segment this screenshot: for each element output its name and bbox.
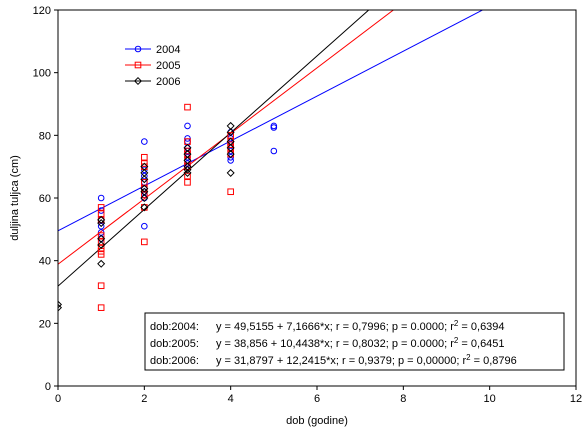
- y-tick-label: 20: [39, 318, 51, 330]
- data-point-2004: [97, 194, 105, 202]
- annotation-frame: [144, 312, 565, 371]
- data-point-2006: [97, 259, 106, 268]
- regression-lines: [58, 10, 484, 287]
- data-point-2006: [226, 168, 235, 177]
- data-point-2006: [183, 168, 192, 177]
- y-tick-label: 40: [39, 256, 51, 268]
- data-point-2004: [184, 122, 191, 130]
- data-point-2006: [58, 303, 63, 312]
- annotation-equation: y = 38,856 + 10,4438*x; r = 0,8032; p = …: [216, 336, 505, 350]
- legend-label-2006: 2006: [156, 76, 180, 88]
- data-point-2005: [97, 232, 105, 239]
- regression-annotation-box: dob:2004: y = 49,5155 + 7,1666*x; r = 0,7…: [144, 312, 565, 371]
- data-point-2005: [141, 153, 148, 161]
- y-tick-label: 100: [33, 68, 51, 80]
- data-point-2006: [226, 128, 235, 137]
- data-point-2005: [184, 179, 191, 186]
- y-tick-label: 120: [33, 5, 51, 17]
- legend-label-2005: 2005: [156, 60, 180, 72]
- x-tick-label: 12: [570, 393, 582, 405]
- legend-marker-2005: [134, 61, 142, 69]
- x-tick-label: 8: [400, 393, 406, 405]
- annotation-label: dob:2006:: [150, 355, 199, 367]
- data-point-2006: [183, 165, 192, 174]
- annotation-equation: y = 31,8797 + 12,2415*x; r = 0,9379; p =…: [216, 353, 517, 367]
- x-tick-label: 0: [55, 393, 61, 405]
- data-point-2006: [140, 175, 149, 184]
- y-tick-label: 60: [39, 193, 51, 205]
- y-tick-label: 80: [39, 130, 51, 142]
- data-point-2005: [141, 238, 148, 246]
- data-point-2005: [97, 282, 105, 290]
- data-point-2005: [184, 103, 191, 111]
- regression-line-2005: [58, 10, 395, 265]
- legend-label-2004: 2004: [156, 44, 180, 56]
- y-axis: 0 20 40 60 80 100 120: [33, 5, 58, 393]
- legend-marker-2006: [133, 76, 143, 86]
- data-point-2004: [141, 222, 148, 230]
- data-point-2006: [97, 219, 106, 228]
- x-axis: 0 2 4 6 8 10 12: [55, 386, 582, 405]
- y-tick-label: 0: [45, 381, 51, 393]
- data-point-2005: [97, 251, 105, 258]
- data-point-2004: [270, 124, 278, 131]
- legend: 2004 2005 2006: [125, 44, 180, 88]
- regression-line-2006: [58, 10, 370, 287]
- data-points: [58, 103, 278, 312]
- data-point-2004: [141, 138, 148, 145]
- data-point-2006: [58, 300, 63, 309]
- x-tick-label: 10: [484, 393, 496, 405]
- annotation-label: dob:2004:: [150, 321, 199, 333]
- x-tick-label: 2: [141, 393, 147, 405]
- data-point-2006: [140, 203, 149, 212]
- annotation-equation: y = 49,5155 + 7,1666*x; r = 0,7996; p = …: [216, 319, 505, 333]
- data-point-2006: [140, 193, 149, 203]
- data-point-2006: [226, 150, 235, 159]
- x-tick-label: 4: [228, 393, 234, 405]
- data-point-2004: [141, 172, 148, 180]
- data-point-2005: [97, 204, 105, 211]
- data-point-2006: [97, 240, 106, 250]
- data-point-2006: [97, 215, 106, 224]
- data-point-2004: [270, 147, 278, 155]
- data-point-2005: [97, 304, 105, 311]
- y-axis-label: duljina tuljca (cm): [9, 155, 21, 241]
- regression-line-2004: [58, 10, 484, 232]
- data-point-2006: [140, 184, 149, 193]
- x-axis-label: dob (godine): [286, 415, 348, 427]
- x-tick-label: 6: [314, 393, 320, 405]
- data-point-2005: [227, 188, 234, 196]
- legend-marker-2004: [134, 45, 142, 53]
- data-point-2005: [97, 238, 105, 246]
- annotation-label: dob:2005:: [150, 338, 199, 350]
